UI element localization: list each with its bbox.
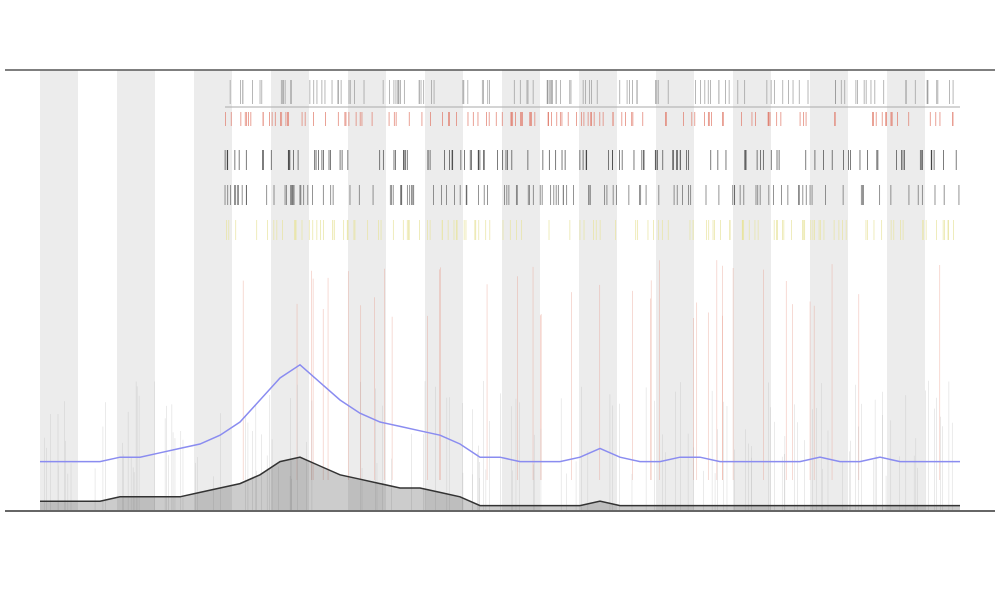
plot <box>40 363 960 510</box>
band <box>348 70 386 510</box>
band <box>194 70 232 510</box>
area <box>40 457 960 510</box>
band <box>425 70 463 510</box>
band <box>810 70 848 510</box>
band <box>502 70 540 510</box>
bands <box>40 70 925 510</box>
band <box>40 70 78 510</box>
band <box>271 70 309 510</box>
band <box>733 70 771 510</box>
line <box>40 363 960 463</box>
line <box>40 456 960 507</box>
band <box>579 70 617 510</box>
